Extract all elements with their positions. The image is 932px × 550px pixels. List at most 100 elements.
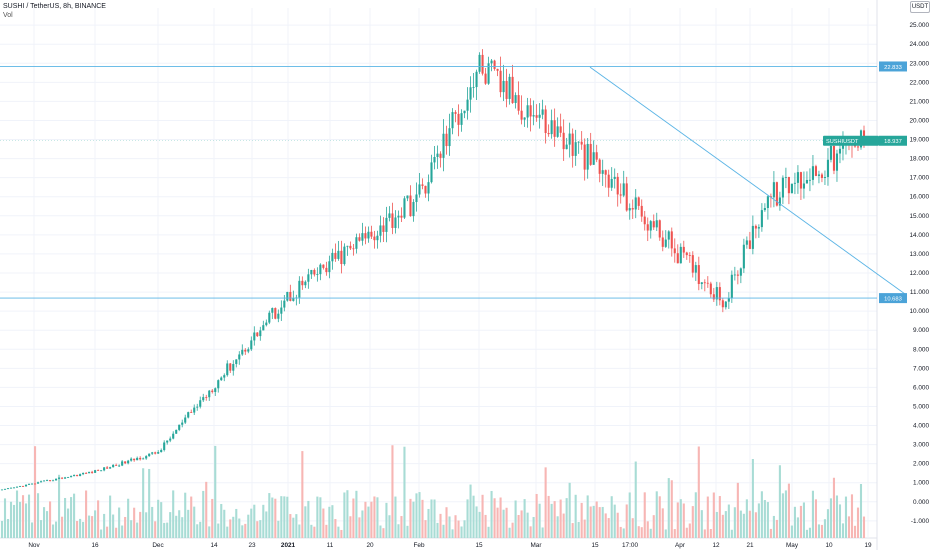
volume-bar — [301, 451, 304, 538]
candle-body — [286, 291, 289, 301]
candle-body — [103, 467, 106, 471]
volume-bar — [21, 495, 25, 538]
candle-body — [748, 240, 751, 249]
y-axis[interactable]: -1.000 0.000 1.000 2.000 3.000 4.000 5.000 6.00… — [909, 22, 929, 525]
candle-body — [142, 458, 145, 460]
candle-body — [73, 475, 76, 477]
y-tick-label: 11.000 — [910, 289, 930, 296]
volume-bar — [703, 529, 706, 538]
candle-body — [745, 240, 748, 245]
candle-body — [808, 179, 811, 181]
candle-body — [724, 301, 727, 308]
candle-body — [27, 484, 31, 485]
candle-body — [46, 480, 49, 481]
candle-body — [208, 390, 211, 398]
volume-bar — [64, 497, 67, 538]
volume-bar — [544, 467, 547, 538]
volume-bar — [511, 522, 514, 538]
candle-body — [274, 308, 277, 319]
volume-bar — [508, 527, 511, 538]
candle-body — [307, 274, 310, 282]
volume-bar — [715, 511, 718, 538]
candle-body — [277, 313, 280, 319]
candle-body — [226, 363, 229, 376]
y-tick-label: 9.000 — [913, 327, 929, 334]
candle-body — [658, 220, 661, 238]
volume-bar — [751, 459, 754, 538]
volume-bar — [466, 499, 469, 538]
volume-bar — [538, 503, 541, 538]
y-tick-label: 24.000 — [909, 41, 929, 48]
volume-bar — [409, 498, 412, 538]
candle-body — [148, 453, 151, 457]
volume-bar — [292, 517, 295, 538]
volume-bar — [58, 474, 61, 538]
volume-bar — [706, 496, 709, 538]
candle-body — [24, 484, 28, 487]
candle-body — [541, 109, 544, 115]
volume-bar — [427, 508, 430, 538]
y-tick-label: 18.000 — [909, 156, 929, 163]
symbol-title: SUSHI / TetherUS, 8h, BINANCE — [3, 3, 106, 10]
volume-bar — [283, 496, 286, 538]
candle-body — [55, 478, 58, 481]
volume-bar — [244, 523, 247, 538]
y-tick-label: 22.000 — [909, 79, 929, 86]
candle-body — [394, 217, 397, 228]
volume-bar — [721, 514, 724, 538]
volume-bar — [445, 507, 448, 538]
volume-bar — [103, 513, 106, 538]
volume-bar — [424, 520, 427, 538]
volume-bar — [487, 526, 490, 538]
candle-body — [79, 474, 82, 476]
volume-bar — [577, 521, 580, 538]
volume-bar — [361, 510, 364, 538]
candle-body — [682, 246, 685, 253]
candle-body — [475, 71, 478, 88]
candle-body — [775, 182, 778, 206]
candle-body — [679, 246, 682, 264]
volume-bar — [526, 512, 529, 538]
x-tick-label: Dec — [152, 542, 164, 549]
candle-body — [247, 349, 250, 352]
candle-body — [6, 488, 10, 489]
candle-body — [553, 120, 556, 137]
candle-body — [754, 225, 757, 229]
volume-bar — [205, 481, 208, 538]
volume-bar — [289, 514, 292, 538]
candle-body — [673, 248, 676, 254]
candle-body — [121, 461, 124, 466]
volume-bar — [643, 492, 646, 538]
volume-bar — [355, 490, 358, 538]
candle-body — [199, 400, 202, 407]
candle-body — [685, 252, 688, 256]
volume-bar — [274, 498, 277, 538]
candle-body — [169, 438, 172, 441]
candle-body — [319, 264, 322, 275]
candle-body — [544, 109, 547, 133]
x-tick-label: May — [786, 542, 799, 549]
trend-line[interactable] — [589, 66, 906, 295]
candle-body — [736, 274, 739, 276]
candle-body — [811, 166, 814, 180]
candle-body — [415, 194, 418, 203]
candle-body — [832, 146, 836, 171]
volume-bar — [235, 508, 238, 538]
currency-selector[interactable]: USDT — [910, 1, 930, 13]
candle-body — [400, 215, 403, 218]
candle-body — [184, 417, 187, 423]
y-tick-label: 8.000 — [913, 346, 929, 353]
candle-body — [766, 196, 769, 209]
candle-body — [352, 248, 355, 250]
candle-body — [133, 458, 136, 461]
candle-body — [118, 465, 121, 467]
volume-bar — [88, 515, 91, 538]
x-axis[interactable]: Nov 16 Dec 14 23 2021 11 20 Feb 15 Mar 15 17:00 Apr 12… — [28, 542, 872, 549]
candle-body — [313, 269, 316, 275]
candle-body — [562, 132, 565, 150]
volume-bar — [514, 500, 517, 538]
x-tick-label: 12 — [712, 542, 720, 549]
candle-body — [694, 265, 697, 273]
candle-body — [601, 170, 604, 174]
